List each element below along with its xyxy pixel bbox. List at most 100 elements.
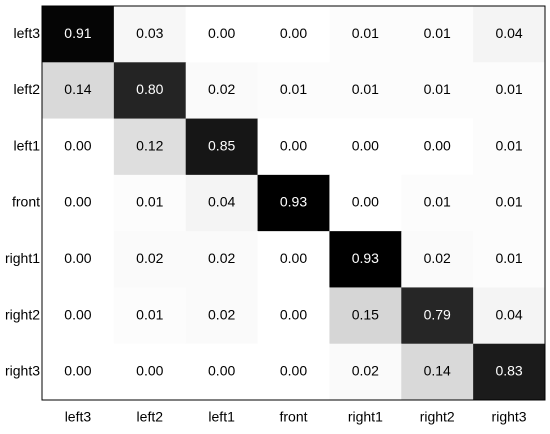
cell [329, 174, 402, 232]
x-tick-label: left1 [208, 409, 235, 425]
cell [473, 62, 546, 120]
cell-label: 0.00 [280, 25, 307, 41]
cell-label: 0.14 [64, 81, 91, 97]
cell [257, 62, 330, 120]
x-tick-label: left2 [137, 409, 164, 425]
cell-label: 0.80 [136, 81, 163, 97]
cell [257, 287, 330, 345]
cell-label: 0.02 [208, 306, 235, 322]
cell [113, 118, 187, 176]
cell [113, 231, 187, 288]
cell-label: 0.01 [495, 194, 522, 210]
cell [401, 343, 474, 401]
cell [473, 287, 546, 345]
cell-label: 0.04 [208, 194, 235, 210]
y-tick-label: left1 [14, 137, 41, 153]
cell [329, 343, 402, 401]
cell-label: 0.00 [64, 137, 91, 153]
cell [185, 118, 259, 176]
cell-label: 0.01 [136, 306, 163, 322]
y-tick-label: right2 [5, 306, 40, 322]
cell [257, 231, 330, 288]
y-tick-label: front [12, 194, 40, 210]
cell [185, 343, 259, 401]
cell [257, 343, 330, 401]
cell-label: 0.01 [352, 25, 379, 41]
y-tick-label: left3 [14, 25, 41, 41]
cell-label: 0.00 [64, 306, 91, 322]
y-tick-label: right1 [5, 250, 40, 266]
cell [329, 6, 402, 63]
cell [113, 343, 187, 401]
cell-label: 0.00 [208, 363, 235, 379]
cell-label: 0.00 [280, 250, 307, 266]
cell [401, 118, 474, 176]
cell-label: 0.00 [280, 306, 307, 322]
cell [113, 6, 187, 63]
cell-label: 0.01 [280, 81, 307, 97]
x-tick-label: right2 [420, 409, 455, 425]
cell-label: 0.03 [136, 25, 163, 41]
cell [185, 231, 259, 288]
cell-label: 0.00 [136, 363, 163, 379]
cell-label: 0.02 [208, 81, 235, 97]
cell-label: 0.01 [424, 194, 451, 210]
cell-label: 0.01 [352, 81, 379, 97]
cell-label: 0.00 [424, 137, 451, 153]
cell-label: 0.01 [424, 81, 451, 97]
cell [42, 231, 115, 288]
cell-label: 0.01 [495, 250, 522, 266]
cell [42, 174, 115, 232]
cell [401, 174, 474, 232]
cell [473, 118, 546, 176]
cell [185, 287, 259, 345]
x-tick-label: front [279, 409, 307, 425]
cell-label: 0.00 [352, 194, 379, 210]
cell-label: 0.01 [495, 137, 522, 153]
cell-label: 0.93 [352, 250, 379, 266]
cell [401, 6, 474, 63]
cell [401, 231, 474, 288]
cell-label: 0.00 [64, 250, 91, 266]
cell-label: 0.00 [280, 363, 307, 379]
x-tick-label: left3 [65, 409, 92, 425]
cell-label: 0.12 [136, 137, 163, 153]
y-tick-label: left2 [14, 81, 41, 97]
cell-label: 0.00 [208, 25, 235, 41]
cell [42, 118, 115, 176]
cell-label: 0.04 [495, 306, 522, 322]
cell [401, 62, 474, 120]
cell-label: 0.01 [495, 81, 522, 97]
cell [113, 287, 187, 345]
cell-label: 0.14 [424, 363, 451, 379]
cell-label: 0.00 [280, 137, 307, 153]
cell [473, 343, 546, 401]
cell-label: 0.02 [136, 250, 163, 266]
cell-label: 0.00 [64, 363, 91, 379]
cell [257, 174, 330, 232]
x-tick-label: right1 [348, 409, 383, 425]
cell-label: 0.15 [352, 306, 379, 322]
cell-label: 0.02 [352, 363, 379, 379]
cell-label: 0.79 [424, 306, 451, 322]
cell-label: 0.85 [208, 137, 235, 153]
cell [329, 287, 402, 345]
cell-label: 0.04 [495, 25, 522, 41]
cell-label: 0.83 [495, 363, 522, 379]
cell-label: 0.93 [280, 194, 307, 210]
y-tick-label: right3 [5, 363, 40, 379]
cell-label: 0.00 [352, 137, 379, 153]
cell [401, 287, 474, 345]
cell [42, 287, 115, 345]
cell [42, 343, 115, 401]
cell [257, 118, 330, 176]
cell [329, 62, 402, 120]
cell [42, 6, 115, 63]
cell [473, 174, 546, 232]
cell-label: 0.02 [424, 250, 451, 266]
cell [329, 118, 402, 176]
x-tick-label: right3 [492, 409, 527, 425]
cell [185, 174, 259, 232]
cell-label: 0.02 [208, 250, 235, 266]
